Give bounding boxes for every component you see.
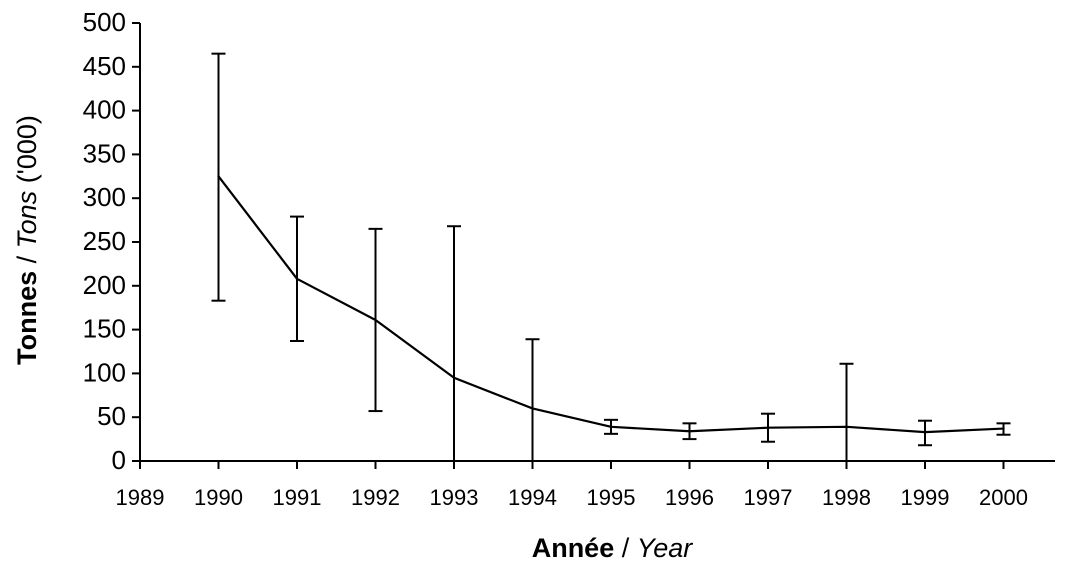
series-line [217,175,1004,434]
x-tick-label: 1990 [194,485,243,510]
x-tick-label: 1994 [508,485,557,510]
data-point [374,318,377,322]
data-point [1002,427,1005,430]
y-tick-label: 250 [83,226,126,256]
data-point [923,430,927,434]
data-point [295,277,299,280]
y-axis-title-suffix: ('000) [12,115,42,191]
x-tick-label: 1998 [822,485,871,510]
series-line-group [217,175,1005,434]
y-tick-label: 400 [83,95,126,125]
y-tick-label: 150 [83,314,126,344]
data-point [688,430,691,433]
y-tick-label: 350 [83,138,126,168]
x-tick-label: 1991 [273,485,322,510]
y-tick-label: 50 [97,401,126,431]
x-tick-label: 2000 [979,485,1028,510]
x-tick-label: 1992 [351,485,400,510]
x-axis-title-sep: / [614,533,637,563]
y-axis-title-italic: Tons [12,191,42,249]
error-bars [211,52,1011,461]
x-axis-title-bold: Année [532,533,615,563]
data-point [452,376,456,379]
y-tick-label: 500 [83,7,126,37]
y-axis-title-bold: Tonnes [12,271,42,365]
data-point [766,426,770,429]
y-axis-title-sep: / [12,248,42,271]
x-tick-label: 1999 [901,485,950,510]
data-point [531,407,534,410]
y-tick-label: 200 [83,270,126,300]
y-tick-label: 0 [112,445,126,475]
y-axis: 0 50 100 150 200 250 300 350 400 450 500 [83,7,141,475]
x-axis-title-italic: Year [637,533,694,563]
y-tick-label: 100 [83,357,126,387]
x-tick-label: 1996 [665,485,714,510]
data-point [609,425,613,429]
data-point [217,175,220,178]
y-tick-label: 450 [83,51,126,81]
x-tick-label: 1997 [744,485,793,510]
y-tick-label: 300 [83,182,126,212]
x-tick-label: 1989 [116,485,165,510]
x-axis-title: Année / Year [532,533,694,563]
x-tick-label: 1995 [587,485,636,510]
x-tick-label: 1993 [430,485,479,510]
x-axis: 1989 1990 1991 1992 1993 1994 1995 1996 1997 1998… [116,460,1055,510]
y-axis-title: Tonnes / Tons ('000) [12,115,42,365]
data-point [845,425,848,429]
